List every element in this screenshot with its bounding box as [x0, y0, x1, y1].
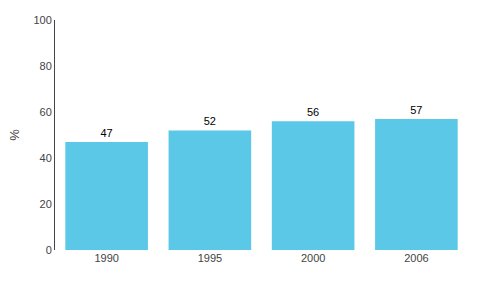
svg-text:2000: 2000 — [301, 252, 325, 264]
svg-text:2006: 2006 — [404, 252, 428, 264]
svg-text:47: 47 — [101, 127, 113, 139]
svg-text:57: 57 — [410, 104, 422, 116]
svg-text:1990: 1990 — [94, 252, 118, 264]
svg-text:100: 100 — [33, 14, 51, 26]
svg-text:0: 0 — [46, 244, 52, 256]
svg-text:40: 40 — [40, 152, 52, 164]
svg-text:20: 20 — [40, 198, 52, 210]
svg-text:52: 52 — [204, 115, 216, 127]
svg-text:%: % — [7, 129, 22, 141]
svg-text:80: 80 — [40, 60, 52, 72]
svg-text:60: 60 — [40, 106, 52, 118]
svg-text:1995: 1995 — [198, 252, 222, 264]
svg-text:56: 56 — [307, 106, 319, 118]
